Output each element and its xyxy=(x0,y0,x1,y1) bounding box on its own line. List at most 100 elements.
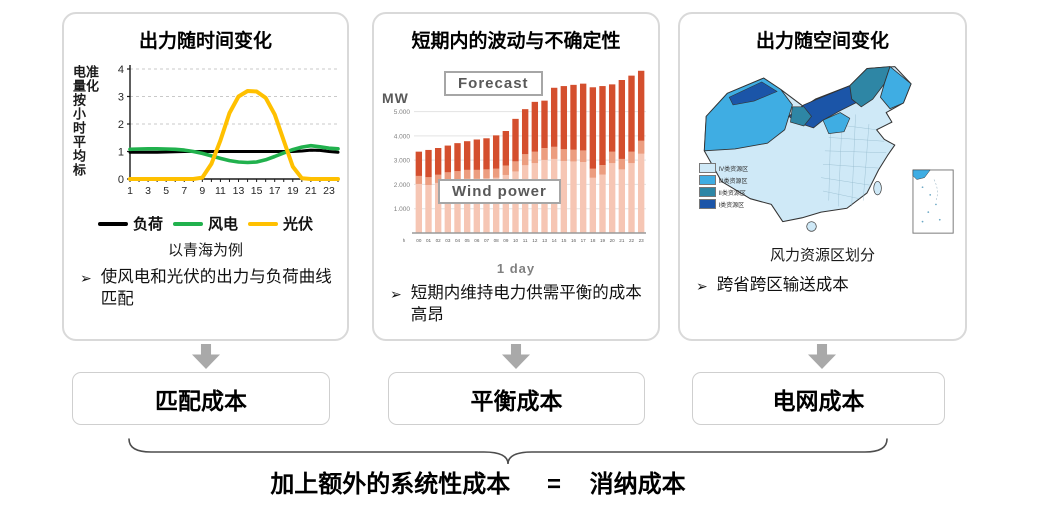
svg-text:21: 21 xyxy=(619,238,625,243)
legend-item-solar: 光伏 xyxy=(248,213,313,234)
panel-title-time: 出力随时间变化 xyxy=(138,31,272,52)
county-borders-texture xyxy=(820,114,886,207)
svg-text:00: 00 xyxy=(416,238,422,243)
svg-text:7: 7 xyxy=(181,185,187,197)
svg-text:23: 23 xyxy=(639,238,645,243)
map-caption: 风力资源区划分 xyxy=(769,247,875,264)
svg-text:2.000: 2.000 xyxy=(394,182,411,189)
equals-sign: = xyxy=(546,471,561,498)
svg-text:9: 9 xyxy=(199,185,205,197)
svg-text:20: 20 xyxy=(610,238,616,243)
equation-line: 加上额外的系统性成本 = 消纳成本 xyxy=(0,464,956,499)
bullet-text: 跨省跨区输送成本 xyxy=(716,276,849,294)
south-china-sea-inset xyxy=(911,169,954,234)
svg-text:13: 13 xyxy=(542,238,548,243)
svg-text:15: 15 xyxy=(251,185,263,197)
legend-swatch-class2 xyxy=(698,187,716,197)
region-north-xinjiang-strip xyxy=(728,81,778,106)
down-arrow-matching xyxy=(192,344,220,369)
svg-text:11: 11 xyxy=(215,185,226,197)
svg-text:06: 06 xyxy=(474,238,480,243)
bar-chart-x-axis-label: 1 day xyxy=(496,261,536,276)
svg-text:01: 01 xyxy=(426,238,432,243)
region-far-northeast xyxy=(879,66,911,110)
china-wind-resource-map xyxy=(703,66,954,234)
panel-caption-qinghai: 以青海为例 xyxy=(167,242,243,259)
region-xinjiang xyxy=(703,77,793,152)
china-wind-map-block: IV类资源区 III类资源区 II类资源区 I类资源区 xyxy=(689,57,957,242)
bullet-text: 使风电和光伏的出力与负荷曲线匹配 xyxy=(100,268,332,308)
legend-label-wind: 风电 xyxy=(207,216,238,233)
svg-text:19: 19 xyxy=(600,238,606,243)
legend-item-load: 负荷 xyxy=(97,213,163,234)
bullet-text: 短期内维持电力供需平衡的成本高昂 xyxy=(410,284,642,324)
svg-text:2: 2 xyxy=(118,119,124,131)
svg-text:08: 08 xyxy=(494,238,500,243)
panel-bullet-balancing: ➢ 短期内维持电力供需平衡的成本高昂 xyxy=(390,283,644,327)
legend-swatch-class1 xyxy=(698,199,716,209)
equation-rhs: 消纳成本 xyxy=(589,471,686,498)
svg-text:07: 07 xyxy=(484,238,490,243)
taiwan-island xyxy=(872,181,882,196)
panel-title-spatial: 出力随空间变化 xyxy=(755,31,889,52)
svg-text:13: 13 xyxy=(233,185,245,197)
svg-text:5.000: 5.000 xyxy=(394,109,411,116)
svg-text:5: 5 xyxy=(163,185,169,197)
svg-text:4.000: 4.000 xyxy=(394,133,411,140)
svg-text:11: 11 xyxy=(523,238,528,243)
cost-box-grid: 电网成本 xyxy=(692,372,945,425)
panel-time-variation: 出力随时间变化 电量按小时平均标准化 0 1 2 3 4 1 3 5 7 9 11 13 15 17 19 2… xyxy=(62,12,349,341)
bullet-arrow-icon: ➢ xyxy=(80,270,92,286)
svg-text:18: 18 xyxy=(590,238,596,243)
svg-text:22: 22 xyxy=(629,238,635,243)
line-chart-y-axis-label: 电量按小时平均标准化 xyxy=(71,65,99,177)
load-line-swatch xyxy=(97,221,128,226)
cost-box-matching: 匹配成本 xyxy=(72,372,330,425)
region-north-china xyxy=(822,112,850,134)
legend-label-class1: I类资源区 xyxy=(718,202,745,209)
hainan-island xyxy=(805,221,817,232)
svg-text:23: 23 xyxy=(323,185,335,197)
legend-label-class4: IV类资源区 xyxy=(718,166,749,173)
svg-text:1.000: 1.000 xyxy=(394,206,411,213)
map-legend-row: IV类资源区 xyxy=(698,163,749,173)
panel-bullet-matching: ➢ 使风电和光伏的出力与负荷曲线匹配 xyxy=(80,267,333,311)
svg-text:17: 17 xyxy=(269,185,281,197)
bullet-arrow-icon: ➢ xyxy=(696,278,708,294)
svg-text:19: 19 xyxy=(287,185,299,197)
bullet-arrow-icon: ➢ xyxy=(390,286,402,302)
cost-box-balancing: 平衡成本 xyxy=(388,372,645,425)
panel-bullet-grid: ➢ 跨省跨区输送成本 xyxy=(696,275,951,297)
svg-text:21: 21 xyxy=(305,185,317,197)
line-chart-block: 电量按小时平均标准化 0 1 2 3 4 1 3 5 7 9 11 13 15 17 19 21 23 xyxy=(71,57,347,217)
legend-label-class3: III类资源区 xyxy=(718,178,748,185)
svg-text:14: 14 xyxy=(552,238,558,243)
panel-short-term-fluctuation: 短期内的波动与不确定性 1.000 2.000 3.000 4.000 5.000 MW 0… xyxy=(372,12,660,341)
svg-text:1: 1 xyxy=(127,185,133,197)
panel-title-fluctuation: 短期内的波动与不确定性 xyxy=(411,31,621,52)
map-legend-row: III类资源区 xyxy=(698,175,749,185)
svg-text:3: 3 xyxy=(118,92,124,104)
svg-text:3: 3 xyxy=(145,185,151,197)
down-arrow-grid xyxy=(808,344,836,369)
svg-text:05: 05 xyxy=(465,238,471,243)
region-gansu-corridor xyxy=(789,106,812,127)
map-legend: IV类资源区 III类资源区 II类资源区 I类资源区 xyxy=(698,163,749,209)
svg-text:h: h xyxy=(403,238,406,243)
svg-text:4: 4 xyxy=(118,64,124,76)
svg-text:0: 0 xyxy=(118,174,124,186)
legend-label-class2: II类资源区 xyxy=(718,190,746,197)
map-legend-row: II类资源区 xyxy=(698,187,749,197)
line-chart-legend: 负荷 风电 光伏 xyxy=(64,213,347,234)
svg-text:17: 17 xyxy=(581,238,587,243)
bar-chart-block: 1.000 2.000 3.000 4.000 5.000 MW 00 01 02 03 04 05 0… xyxy=(380,57,652,266)
region-northeast-teal xyxy=(848,66,890,108)
legend-label-load: 负荷 xyxy=(132,216,163,233)
legend-item-wind: 风电 xyxy=(172,213,238,234)
underbrace xyxy=(128,438,888,465)
svg-text:16: 16 xyxy=(571,238,577,243)
svg-text:03: 03 xyxy=(445,238,451,243)
panel-spatial-variation: 出力随空间变化 xyxy=(678,12,967,341)
